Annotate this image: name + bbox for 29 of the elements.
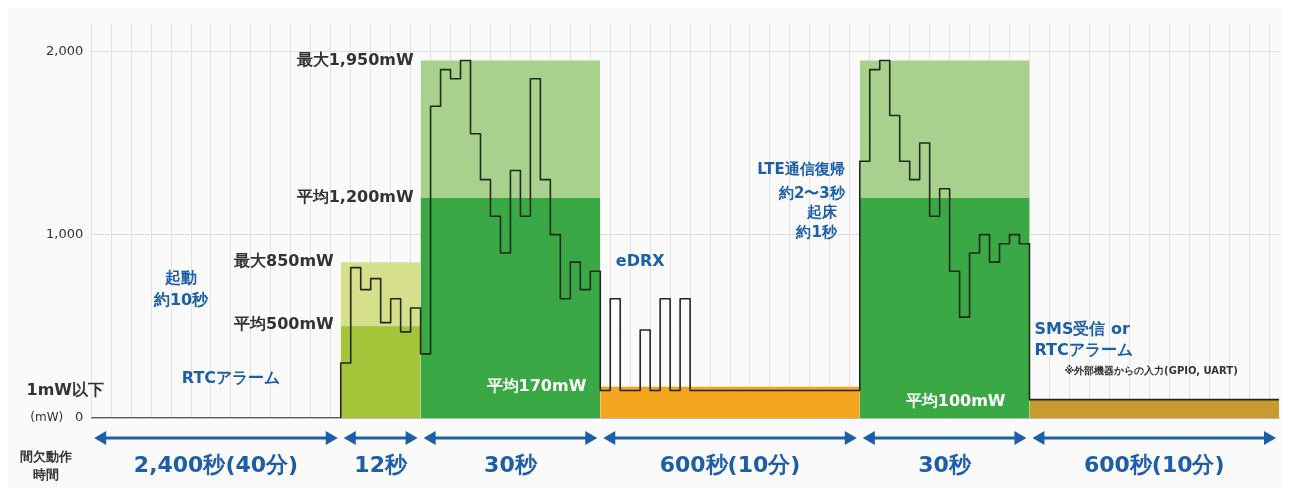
annotation: ※外部機器からの入力(GPIO, UART) (1064, 364, 1238, 376)
text: 30秒 (484, 451, 538, 477)
text: 600秒(10分) (659, 451, 801, 477)
annotation: 起床 (805, 202, 838, 221)
text: 2,400秒(40分) (133, 451, 299, 477)
text: 12秒 (354, 451, 408, 477)
annotation: RTCアラーム (1034, 340, 1133, 360)
y-tick-label: 2,000 (46, 42, 84, 58)
annotation: 最大1,950mW (295, 49, 414, 69)
annotation: 平均500mW (233, 313, 335, 333)
x-axis-title: 間欠動作時間 (20, 449, 72, 483)
annotation: 最大850mW (233, 251, 335, 271)
annotation: eDRX (615, 251, 666, 271)
annotation: 平均100mW (904, 390, 1006, 410)
annotation: 約10秒 (152, 289, 210, 309)
annotation: LTE通信復帰 (757, 160, 845, 179)
y-tick-label: 1,000 (46, 226, 84, 242)
y-axis-title: (mW) (30, 410, 64, 425)
annotation: 約2〜3秒 (777, 184, 846, 203)
y-tick-label: 0 (74, 409, 84, 425)
annotation: RTCアラーム (181, 367, 281, 387)
annotation: 1mW以下 (26, 379, 104, 399)
annotation: 平均1,200mW (295, 187, 414, 207)
annotation: 起動 (164, 267, 198, 287)
annotation: 平均170mW (485, 375, 587, 395)
annotation: SMS受信 or (1034, 319, 1130, 339)
annotation: 約1秒 (795, 222, 838, 241)
text: 30秒 (918, 451, 972, 477)
text: 600秒(10分) (1083, 451, 1225, 477)
